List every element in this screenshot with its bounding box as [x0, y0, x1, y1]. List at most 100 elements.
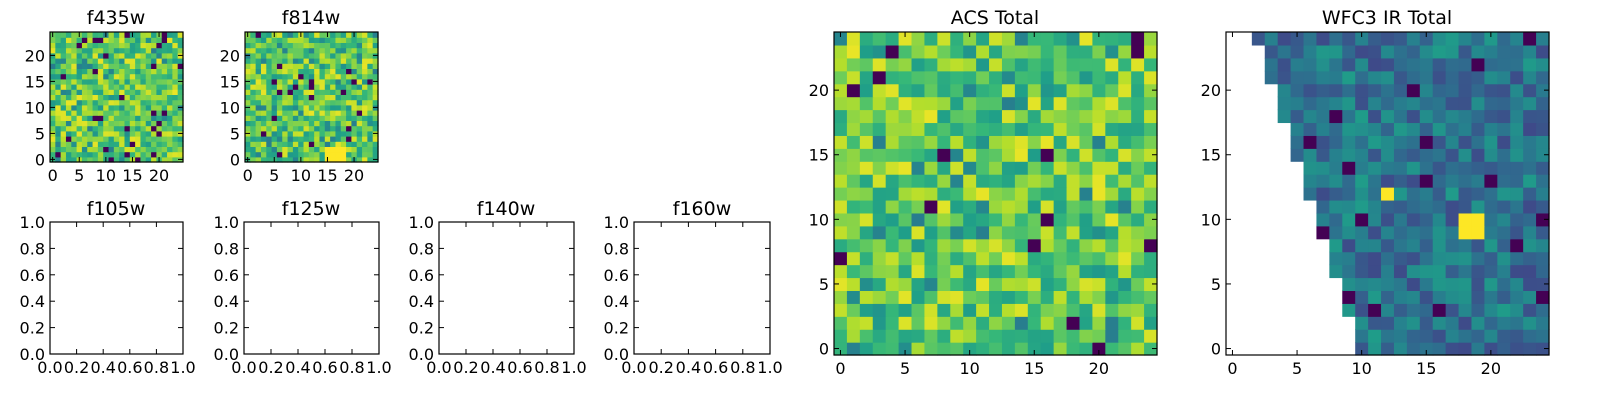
heatmap-cell — [989, 238, 1003, 253]
heatmap-cell — [287, 47, 294, 54]
heatmap-cell — [1014, 70, 1029, 85]
heatmap-cell — [156, 110, 163, 116]
heatmap-cell — [340, 99, 347, 106]
heatmap-cell — [319, 63, 326, 69]
heatmap-cell — [167, 42, 173, 49]
heatmap-cell — [1355, 187, 1369, 201]
heatmap-cell — [1027, 212, 1042, 227]
heatmap-cell — [1523, 212, 1537, 227]
heatmap-cell — [97, 68, 104, 75]
heatmap-cell — [846, 161, 861, 175]
heatmap-cell — [330, 37, 337, 43]
heatmap-cell — [1040, 57, 1055, 72]
heatmap-cell — [1079, 225, 1093, 240]
heatmap-cell — [266, 63, 273, 69]
heatmap-cell — [1484, 225, 1498, 240]
heatmap-cell — [1381, 161, 1395, 175]
heatmap-cell — [1105, 199, 1119, 214]
heatmap-cell — [135, 130, 142, 137]
heatmap-cell — [1536, 238, 1550, 253]
heatmap-cell — [1290, 32, 1305, 46]
heatmap-cell — [963, 212, 977, 227]
heatmap-cell — [1105, 83, 1119, 98]
heatmap-cell — [362, 73, 368, 80]
heatmap-cell — [1329, 96, 1343, 111]
heatmap-cell — [976, 174, 990, 188]
heatmap-cell — [1001, 199, 1016, 214]
axes-frame — [243, 221, 380, 355]
heatmap-cell — [1066, 109, 1081, 124]
heatmap-cell — [55, 151, 62, 158]
y-tick-label: 0 — [819, 340, 829, 359]
heatmap-cell — [911, 174, 926, 188]
heatmap-cell — [172, 42, 179, 49]
heatmap-cell — [308, 58, 315, 64]
heatmap-cell — [172, 125, 179, 132]
heatmap-cell — [135, 89, 142, 95]
heatmap-cell — [1536, 290, 1550, 304]
heatmap-cell — [255, 47, 262, 54]
heatmap-cell — [1368, 109, 1382, 124]
heatmap-cell — [76, 42, 83, 49]
heatmap-cell — [1303, 32, 1318, 46]
heatmap-cell — [372, 84, 379, 90]
heatmap-cell — [145, 120, 152, 127]
heatmap-cell — [156, 130, 163, 137]
heatmap-cell — [885, 238, 900, 253]
heatmap-cell — [1079, 238, 1093, 253]
heatmap-cell — [103, 130, 110, 137]
heatmap-cell — [76, 146, 83, 153]
heatmap-cell — [1014, 57, 1029, 72]
heatmap-cell — [135, 37, 142, 43]
heatmap-cell — [362, 156, 368, 163]
heatmap-cell — [1536, 174, 1550, 188]
heatmap-cell — [963, 161, 977, 175]
heatmap-cell — [303, 32, 310, 38]
heatmap-cell — [81, 42, 88, 49]
heatmap-cell — [1342, 109, 1356, 124]
heatmap-cell — [1484, 57, 1498, 72]
heatmap-cell — [1277, 44, 1292, 59]
heatmap-cell — [372, 151, 379, 158]
heatmap-cell — [50, 99, 56, 106]
heatmap-cell — [292, 115, 299, 121]
heatmap-cell — [92, 156, 99, 163]
heatmap-cell — [1419, 148, 1434, 162]
heatmap-cell — [140, 73, 147, 80]
heatmap-cell — [1393, 174, 1408, 188]
heatmap-cell — [963, 174, 977, 188]
heatmap-cell — [140, 115, 147, 121]
heatmap-cell — [129, 68, 136, 75]
heatmap-cell — [1144, 187, 1158, 201]
heatmap-cell — [356, 68, 363, 75]
heatmap-cell — [87, 58, 94, 64]
heatmap-cell — [167, 68, 173, 75]
heatmap-cell — [1342, 251, 1356, 266]
heatmap-cell — [287, 94, 294, 101]
heatmap-cell — [1497, 316, 1511, 330]
heatmap-cell — [324, 52, 331, 59]
heatmap-cell — [362, 99, 368, 106]
heatmap-cell — [50, 63, 56, 69]
heatmap-cell — [1393, 238, 1408, 253]
heatmap-cell — [340, 141, 347, 147]
heatmap-cell — [976, 96, 990, 111]
heatmap-cell — [1432, 122, 1447, 136]
heatmap-cell — [937, 70, 951, 85]
heatmap-cell — [266, 151, 273, 158]
heatmap-cell — [1510, 70, 1524, 85]
heatmap-cell — [362, 115, 368, 121]
heatmap-cell — [292, 58, 299, 64]
heatmap-cell — [1105, 277, 1119, 291]
heatmap-cell — [846, 251, 861, 266]
heatmap-cell — [135, 104, 142, 111]
heatmap-cell — [255, 52, 262, 59]
heatmap-cell — [113, 47, 120, 54]
heatmap-cell — [1406, 161, 1421, 175]
heatmap-cell — [1484, 251, 1498, 266]
heatmap-cell — [1092, 96, 1106, 111]
heatmap-cell — [1536, 277, 1550, 291]
heatmap-cell — [885, 199, 900, 214]
heatmap-cell — [1014, 303, 1029, 317]
heatmap-cell — [898, 96, 913, 111]
